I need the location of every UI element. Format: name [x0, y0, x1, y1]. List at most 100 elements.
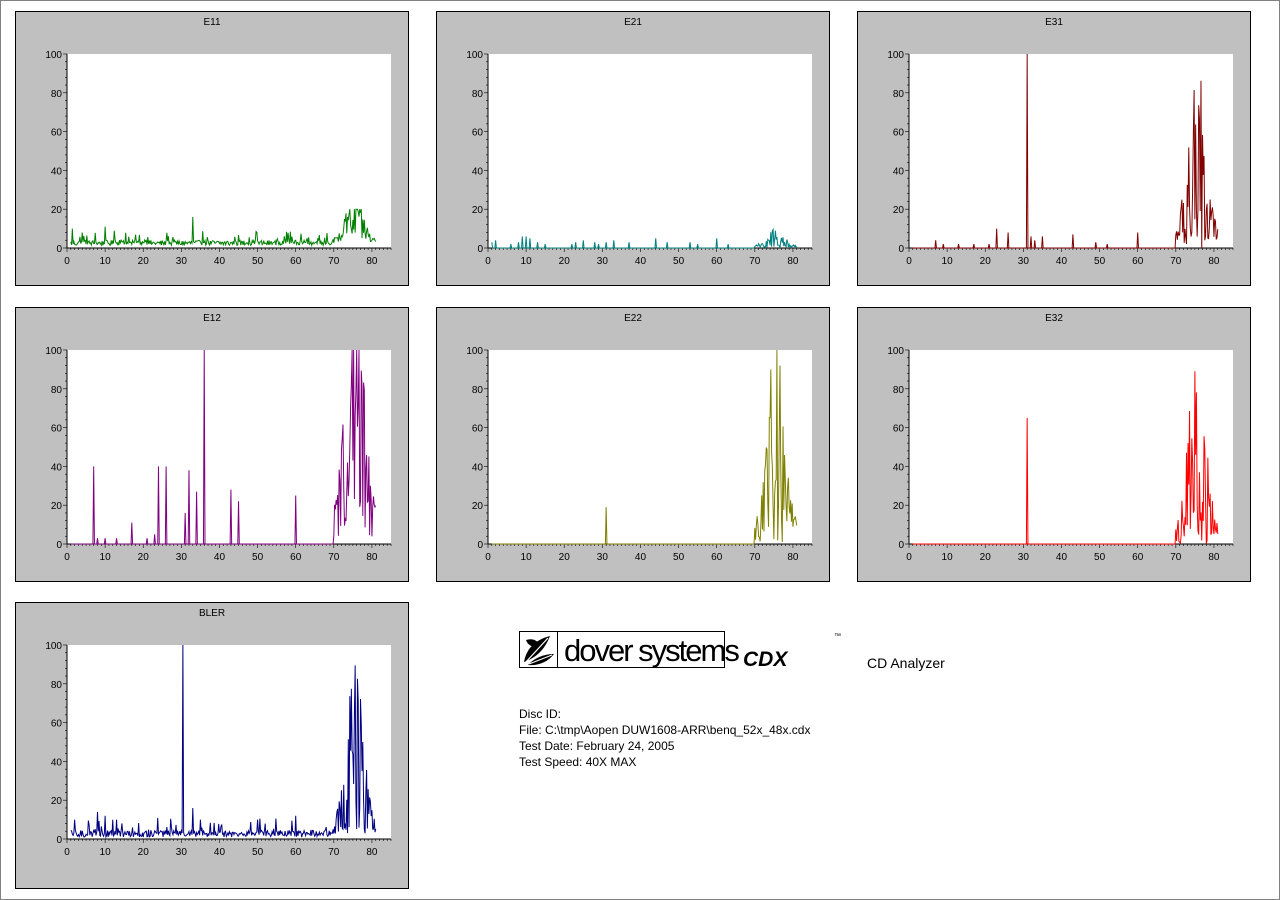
x-tick-label: 70 — [749, 256, 761, 267]
chart-e12: 0 10 20 30 40 50 60 70 80 0 20 40 60 80 100 — [45, 346, 392, 563]
x-tick-label: 40 — [635, 256, 647, 267]
y-tick-label: 20 — [893, 501, 905, 512]
x-tick-label: 0 — [906, 256, 912, 267]
x-tick-label: 70 — [328, 847, 340, 858]
y-tick-label: 0 — [898, 540, 904, 551]
chart-panel-e11: 0 10 20 30 40 50 60 70 80 0 20 40 60 80 100 E11 — [15, 11, 409, 286]
product-name: CDX — [743, 648, 788, 671]
y-tick-label: 40 — [893, 166, 905, 177]
x-tick-label: 50 — [1094, 552, 1106, 563]
y-tick-label: 0 — [56, 540, 62, 551]
y-tick-label: 80 — [472, 385, 484, 396]
chart-title: E31 — [1045, 17, 1063, 28]
x-tick-label: 10 — [100, 256, 112, 267]
test-speed: Test Speed: 40X MAX — [519, 755, 637, 769]
leaf-logo-icon — [520, 632, 558, 667]
x-tick-label: 0 — [485, 256, 491, 267]
x-tick-label: 80 — [366, 847, 378, 858]
series-line-e11 — [70, 208, 377, 248]
chart-panel-e21: 0 10 20 30 40 50 60 70 80 0 20 40 60 80 100 E21 — [436, 11, 830, 286]
y-tick-label: 20 — [472, 205, 484, 216]
x-tick-label: 70 — [328, 256, 340, 267]
x-tick-label: 50 — [1094, 256, 1106, 267]
x-tick-label: 80 — [366, 256, 378, 267]
y-tick-label: 100 — [45, 641, 62, 652]
plot-area — [488, 54, 812, 248]
y-tick-label: 100 — [466, 50, 483, 61]
y-tick-label: 20 — [893, 205, 905, 216]
y-tick-label: 40 — [51, 462, 63, 473]
x-tick-label: 20 — [138, 847, 150, 858]
chart-title: E21 — [624, 17, 642, 28]
x-tick-label: 50 — [673, 256, 685, 267]
x-tick-label: 80 — [1208, 256, 1220, 267]
x-tick-label: 0 — [64, 552, 70, 563]
chart-panel-e22: 0 10 20 30 40 50 60 70 80 0 20 40 60 80 100 E22 — [436, 307, 830, 582]
x-tick-label: 30 — [176, 256, 188, 267]
product-tagline: CD Analyzer — [867, 655, 945, 671]
x-tick-label: 60 — [1132, 552, 1144, 563]
series-line-e21 — [491, 227, 798, 250]
test-info: Disc ID: File: C:\tmp\Aopen DUW1608-ARR\… — [519, 706, 810, 770]
x-tick-label: 60 — [290, 847, 302, 858]
x-tick-label: 40 — [635, 552, 647, 563]
x-tick-label: 70 — [1170, 552, 1182, 563]
y-tick-label: 0 — [477, 540, 483, 551]
x-tick-label: 40 — [1056, 256, 1068, 267]
x-tick-label: 20 — [980, 552, 992, 563]
chart-e21: 0 10 20 30 40 50 60 70 80 0 20 40 60 80 100 — [466, 50, 813, 267]
y-tick-label: 20 — [51, 501, 63, 512]
x-tick-label: 10 — [100, 552, 112, 563]
y-tick-label: 40 — [51, 166, 63, 177]
plot-area — [488, 350, 812, 544]
series-line-bler — [70, 644, 377, 839]
x-tick-label: 20 — [138, 552, 150, 563]
y-tick-label: 80 — [51, 385, 63, 396]
x-tick-label: 60 — [290, 552, 302, 563]
x-tick-label: 70 — [1170, 256, 1182, 267]
y-tick-label: 80 — [893, 385, 905, 396]
x-tick-label: 0 — [64, 847, 70, 858]
y-tick-label: 20 — [472, 501, 484, 512]
x-tick-label: 0 — [906, 552, 912, 563]
x-tick-label: 60 — [711, 256, 723, 267]
x-tick-label: 70 — [749, 552, 761, 563]
y-tick-label: 20 — [51, 796, 63, 807]
x-tick-label: 50 — [673, 552, 685, 563]
y-tick-label: 100 — [45, 346, 62, 357]
chart-title: E12 — [203, 313, 221, 324]
y-tick-label: 40 — [893, 462, 905, 473]
chart-title: BLER — [198, 608, 226, 619]
y-tick-label: 60 — [51, 128, 63, 139]
chart-bler: 0 10 20 30 40 50 60 70 80 0 20 40 60 80 100 — [45, 641, 392, 858]
x-tick-label: 0 — [64, 256, 70, 267]
chart-e22: 0 10 20 30 40 50 60 70 80 0 20 40 60 80 100 — [466, 346, 813, 563]
x-tick-label: 80 — [366, 552, 378, 563]
company-name: dover systems — [564, 633, 740, 668]
x-tick-label: 30 — [1018, 552, 1030, 563]
x-tick-label: 10 — [521, 552, 533, 563]
y-tick-label: 60 — [893, 128, 905, 139]
x-tick-label: 10 — [942, 256, 954, 267]
chart-panel-e12: 0 10 20 30 40 50 60 70 80 0 20 40 60 80 100 E12 — [15, 307, 409, 582]
y-tick-label: 100 — [887, 50, 904, 61]
x-tick-label: 20 — [559, 552, 571, 563]
y-tick-label: 80 — [51, 89, 63, 100]
disc-id: Disc ID: — [519, 707, 561, 721]
y-tick-label: 60 — [51, 719, 63, 730]
y-tick-label: 80 — [472, 89, 484, 100]
y-tick-label: 60 — [472, 424, 484, 435]
chart-title: E32 — [1045, 313, 1063, 324]
x-tick-label: 80 — [1208, 552, 1220, 563]
x-tick-label: 10 — [521, 256, 533, 267]
chart-e11: 0 10 20 30 40 50 60 70 80 0 20 40 60 80 100 — [45, 50, 392, 267]
y-tick-label: 80 — [893, 89, 905, 100]
x-tick-label: 50 — [252, 256, 264, 267]
x-tick-label: 40 — [214, 256, 226, 267]
y-tick-label: 60 — [472, 128, 484, 139]
test-date: Test Date: February 24, 2005 — [519, 739, 675, 753]
y-tick-label: 0 — [56, 835, 62, 846]
y-tick-label: 0 — [898, 244, 904, 255]
x-tick-label: 30 — [597, 552, 609, 563]
x-tick-label: 20 — [559, 256, 571, 267]
